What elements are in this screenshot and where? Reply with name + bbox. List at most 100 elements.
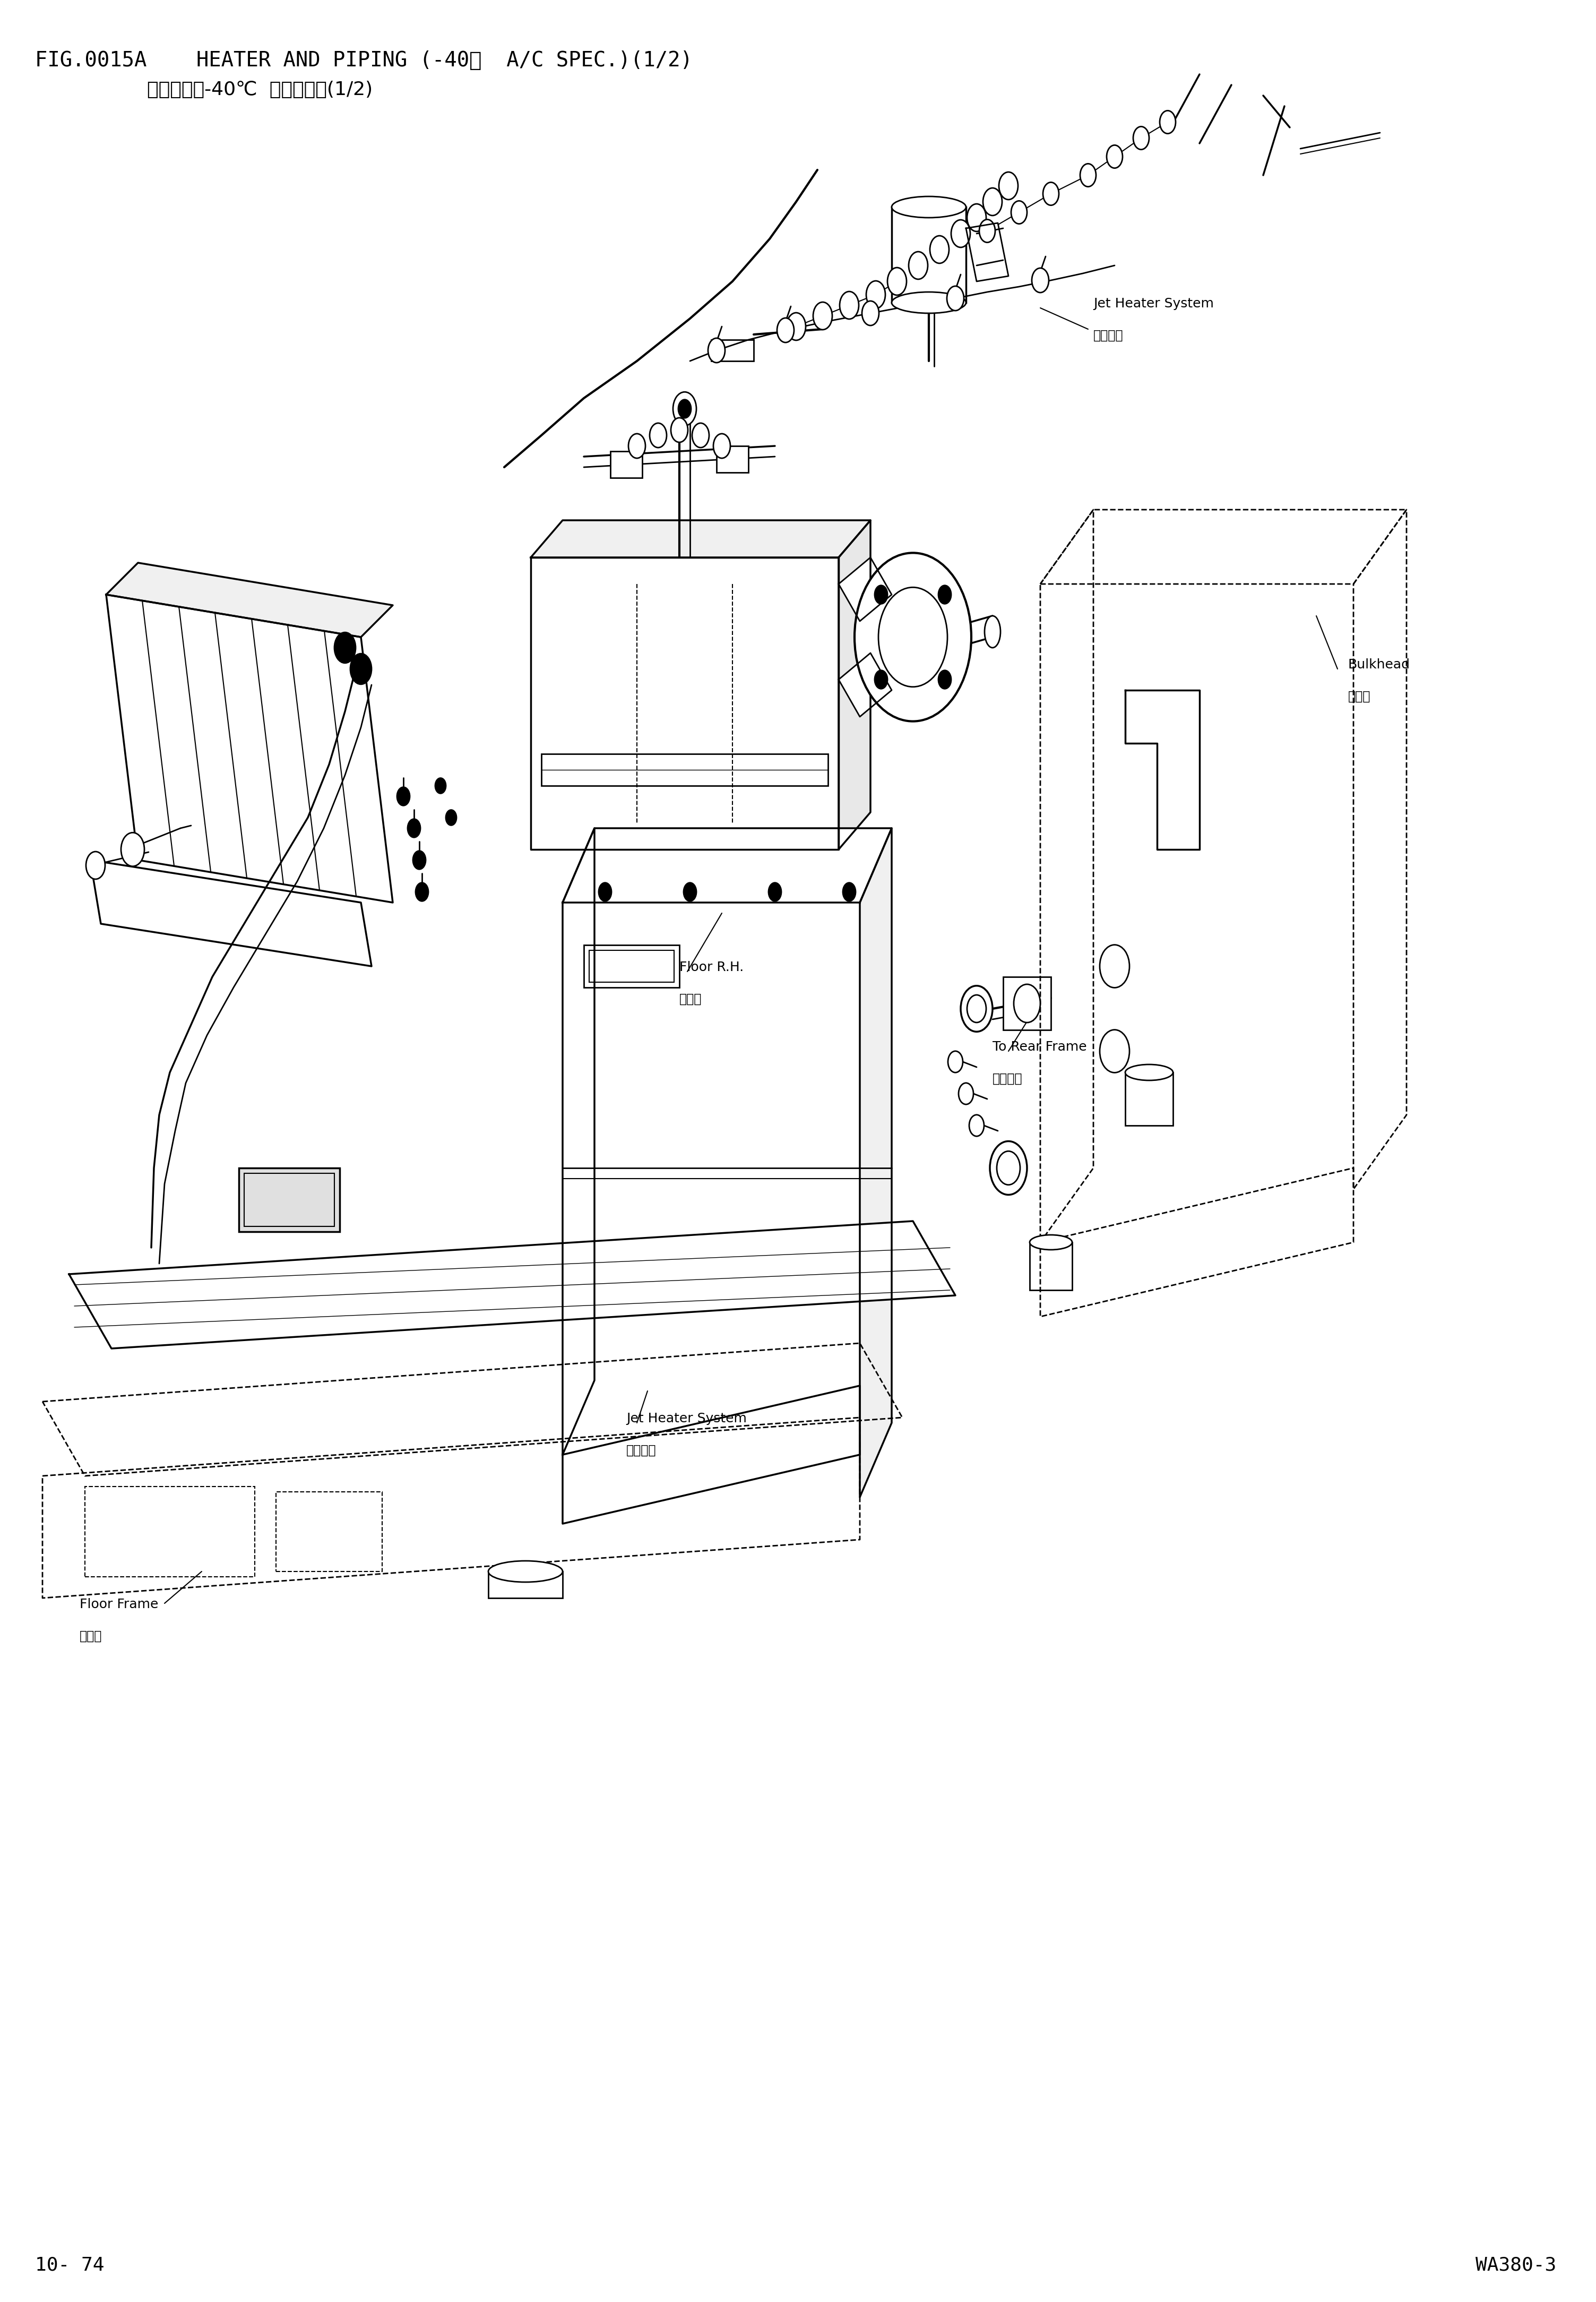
Polygon shape: [107, 594, 393, 902]
Circle shape: [121, 833, 144, 866]
Circle shape: [1106, 145, 1122, 168]
Polygon shape: [563, 829, 892, 902]
Circle shape: [938, 670, 951, 688]
Polygon shape: [91, 861, 372, 967]
Ellipse shape: [892, 196, 966, 219]
Circle shape: [998, 1151, 1020, 1186]
Circle shape: [670, 417, 688, 442]
Circle shape: [990, 1142, 1026, 1195]
Circle shape: [413, 852, 426, 870]
Bar: [610, 451, 642, 479]
Text: 加热管路（-40℃  空调仕样）(1/2): 加热管路（-40℃ 空调仕样）(1/2): [147, 81, 372, 99]
Circle shape: [875, 670, 887, 688]
Polygon shape: [860, 829, 892, 1496]
Bar: [717, 447, 749, 472]
Circle shape: [812, 302, 832, 329]
Circle shape: [867, 281, 886, 308]
Text: WA380-3: WA380-3: [1475, 2256, 1556, 2274]
Bar: [239, 1167, 340, 1232]
Text: 隔离箱: 隔离箱: [1349, 691, 1371, 702]
Bar: [892, 207, 966, 302]
Circle shape: [650, 424, 667, 447]
Circle shape: [951, 219, 970, 246]
Polygon shape: [838, 520, 870, 849]
Text: 10- 74: 10- 74: [35, 2256, 104, 2274]
Text: Jet Heater System: Jet Heater System: [626, 1411, 747, 1425]
Circle shape: [908, 251, 927, 279]
Bar: [244, 1174, 335, 1227]
Circle shape: [674, 391, 696, 426]
Text: 右地板: 右地板: [680, 992, 702, 1006]
Ellipse shape: [985, 617, 1001, 647]
Text: 至后车架: 至后车架: [993, 1073, 1023, 1084]
Polygon shape: [838, 557, 892, 622]
Circle shape: [1100, 944, 1130, 988]
Text: Floor R.H.: Floor R.H.: [680, 960, 744, 974]
Circle shape: [961, 985, 993, 1031]
Circle shape: [967, 205, 986, 233]
Bar: [589, 951, 674, 983]
Circle shape: [777, 318, 795, 343]
Circle shape: [1012, 200, 1026, 223]
Bar: [541, 753, 828, 785]
Ellipse shape: [1029, 1234, 1073, 1250]
Circle shape: [335, 633, 356, 663]
Circle shape: [980, 219, 996, 242]
Circle shape: [854, 552, 972, 721]
Polygon shape: [838, 654, 892, 716]
Circle shape: [1013, 985, 1041, 1022]
Circle shape: [969, 1114, 985, 1137]
Circle shape: [999, 173, 1018, 200]
Polygon shape: [531, 520, 870, 557]
Circle shape: [709, 338, 725, 364]
Bar: [1125, 1073, 1173, 1126]
Text: 加热系统: 加热系统: [1093, 329, 1124, 343]
Text: To Rear Frame: To Rear Frame: [993, 1041, 1087, 1054]
Circle shape: [875, 585, 887, 603]
Text: Jet Heater System: Jet Heater System: [1093, 297, 1215, 311]
Bar: [85, 1487, 255, 1577]
Circle shape: [787, 313, 806, 341]
Text: Bulkhead: Bulkhead: [1349, 658, 1411, 672]
Circle shape: [713, 433, 731, 458]
Circle shape: [946, 285, 964, 311]
Circle shape: [938, 585, 951, 603]
Circle shape: [862, 302, 879, 325]
Circle shape: [887, 267, 907, 295]
Bar: [1029, 1243, 1073, 1289]
Text: 加热系统: 加热系统: [626, 1443, 656, 1457]
Circle shape: [693, 424, 709, 447]
Ellipse shape: [1125, 1064, 1173, 1080]
Text: Floor Frame: Floor Frame: [80, 1598, 158, 1611]
Circle shape: [1100, 1029, 1130, 1073]
Polygon shape: [1125, 691, 1200, 849]
Circle shape: [1031, 267, 1049, 292]
Polygon shape: [966, 223, 1009, 281]
Polygon shape: [531, 557, 838, 849]
Circle shape: [445, 810, 456, 824]
Circle shape: [967, 994, 986, 1022]
Circle shape: [983, 189, 1002, 216]
Bar: [276, 1492, 381, 1572]
Circle shape: [397, 787, 410, 806]
Circle shape: [839, 292, 859, 320]
Circle shape: [683, 882, 696, 900]
Circle shape: [878, 587, 948, 686]
Bar: [1004, 976, 1050, 1029]
Ellipse shape: [892, 292, 966, 313]
Text: FIG.0015A    HEATER AND PIPING (-40℃  A/C SPEC.)(1/2): FIG.0015A HEATER AND PIPING (-40℃ A/C SP…: [35, 51, 693, 71]
Circle shape: [769, 882, 782, 900]
Circle shape: [1133, 127, 1149, 150]
Polygon shape: [563, 829, 594, 1455]
Circle shape: [1080, 163, 1096, 186]
Circle shape: [415, 882, 428, 900]
Ellipse shape: [488, 1561, 563, 1581]
Circle shape: [436, 778, 445, 794]
Circle shape: [629, 433, 645, 458]
Circle shape: [948, 1052, 962, 1073]
Polygon shape: [107, 562, 393, 638]
Circle shape: [1042, 182, 1058, 205]
Circle shape: [959, 1082, 974, 1105]
Circle shape: [407, 820, 420, 838]
Circle shape: [598, 882, 611, 900]
